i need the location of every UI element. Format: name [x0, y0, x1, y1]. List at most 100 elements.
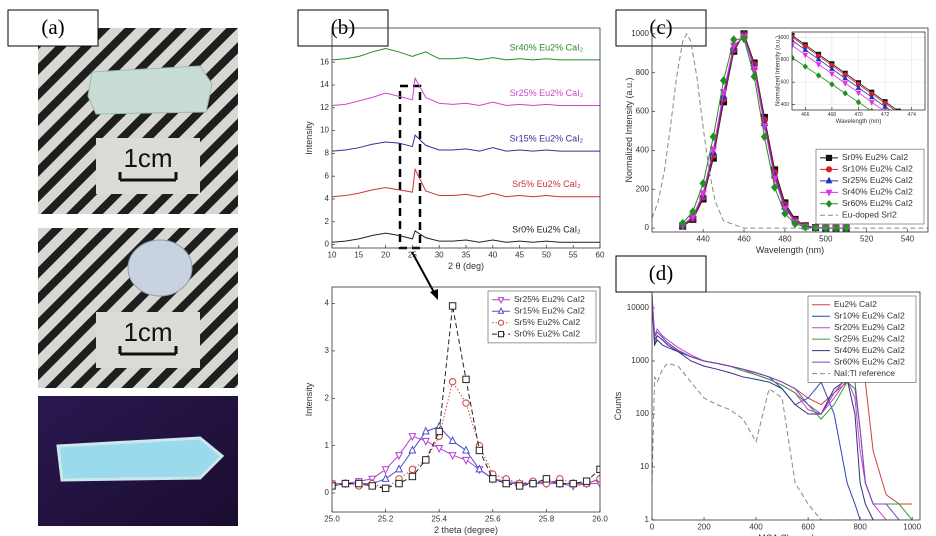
- series-line: [652, 298, 913, 520]
- marker: [882, 103, 888, 109]
- marker: [408, 465, 417, 474]
- axes-frame: [651, 291, 921, 521]
- y-axis-label: Normalized Intensity (a.u.): [624, 77, 634, 182]
- y-tick-label: 10: [640, 462, 649, 471]
- legend-label: Sr25% Eu2% CaI2: [834, 333, 905, 343]
- chart: 0 200 400 600 800 1000 1 10 100 1000 10000 MCA Chan…: [613, 291, 922, 536]
- series-line: [332, 76, 600, 107]
- x-tick-label: 540: [901, 234, 915, 243]
- x-axis-label: 2 θ (deg): [448, 261, 484, 271]
- y-tick-label: 600: [781, 79, 790, 85]
- marker: [448, 435, 457, 445]
- scale-box: [96, 312, 200, 368]
- marker: [368, 482, 376, 490]
- marker: [448, 302, 457, 310]
- x-tick-label: 500: [819, 234, 833, 243]
- legend-label: Sr10% Eu2% CaI2: [834, 310, 905, 320]
- marker: [502, 479, 510, 488]
- scale-label: 1cm: [123, 143, 172, 173]
- x-tick-label: 800: [853, 522, 867, 531]
- y-tick-label: 1: [645, 515, 650, 524]
- x-tick-label: 25.0: [324, 514, 340, 523]
- series-label: Sr0% Eu2% CaI₂: [512, 225, 581, 235]
- y-tick-label: 1000: [631, 29, 649, 38]
- series-label: Sr15% Eu2% CaI₂: [510, 133, 584, 143]
- series-label: Sr5% Eu2% CaI₂: [512, 179, 581, 189]
- marker: [825, 189, 833, 197]
- y-tick-label: 10000: [627, 303, 650, 312]
- chart: 440 460 480 500 520 540 0 200 400 600 800 1000 Wavel…: [624, 27, 929, 255]
- series-line: [652, 362, 913, 520]
- plot-area: [332, 48, 600, 243]
- marker: [923, 133, 927, 137]
- marker: [475, 464, 484, 473]
- marker: [332, 482, 336, 490]
- marker: [923, 138, 927, 142]
- marker: [895, 108, 901, 110]
- marker: [421, 437, 430, 446]
- marker: [750, 72, 758, 81]
- marker: [689, 207, 697, 216]
- legend-label: Sr10% Eu2% CaI2: [842, 164, 913, 174]
- marker: [792, 36, 795, 43]
- marker: [883, 118, 887, 123]
- legend-label: Sr5% Eu2% CaI2: [514, 317, 580, 327]
- x-axis-label: Wavelength (nm): [756, 245, 824, 255]
- y-tick-label: 800: [636, 68, 650, 77]
- marker: [868, 100, 875, 106]
- y-axis-label: Intensity: [304, 382, 314, 416]
- legend-label: Sr25% Eu2% CaI2: [842, 175, 913, 185]
- x-tick-label: 472: [881, 112, 890, 118]
- marker: [910, 123, 914, 127]
- series-line: [332, 48, 600, 61]
- panel-label: (b): [331, 15, 356, 39]
- panel-label: (a): [41, 15, 64, 39]
- x-axis-label: Wavelength (nm): [836, 119, 881, 125]
- arrow: [411, 251, 437, 297]
- legend-label: Sr0% Eu2% CaI2: [842, 152, 908, 162]
- x-tick-label: 60: [596, 250, 605, 259]
- x-tick-label: 400: [749, 522, 763, 531]
- marker: [802, 63, 808, 70]
- x-tick-label: 200: [697, 522, 711, 531]
- marker: [923, 130, 927, 134]
- marker: [792, 54, 795, 61]
- x-tick-label: 55: [569, 250, 578, 259]
- x-tick-label: 468: [828, 112, 837, 118]
- marker: [497, 319, 505, 326]
- y-tick-label: 4: [325, 194, 330, 203]
- marker: [842, 74, 849, 81]
- x-tick-label: 480: [778, 234, 792, 243]
- marker: [825, 176, 833, 184]
- marker: [896, 127, 900, 132]
- marker: [381, 473, 390, 482]
- legend-label: Sr60% Eu2% CaI2: [842, 198, 913, 208]
- y-axis-label: Intensity: [304, 121, 314, 155]
- marker: [542, 475, 551, 483]
- x-tick-label: 15: [354, 250, 363, 259]
- plot-area: [792, 32, 927, 142]
- marker: [825, 166, 833, 173]
- crystal: [87, 65, 213, 115]
- marker: [896, 120, 900, 124]
- scale-bar: [118, 172, 178, 182]
- marker: [842, 90, 848, 97]
- marker: [515, 482, 524, 490]
- y-tick-label: 16: [320, 57, 329, 66]
- y-tick-label: 100: [636, 409, 650, 418]
- marker: [408, 472, 417, 481]
- marker: [489, 475, 497, 483]
- marker: [730, 35, 738, 45]
- plot-area: [652, 30, 928, 232]
- y-tick-label: 10: [320, 126, 329, 135]
- series-line: [332, 167, 600, 198]
- x-tick-label: 25: [408, 250, 417, 259]
- marker: [815, 72, 822, 79]
- y-tick-label: 0: [645, 223, 650, 232]
- x-tick-label: 466: [801, 112, 810, 118]
- x-tick-label: 440: [696, 234, 710, 243]
- x-tick-label: 470: [854, 112, 863, 118]
